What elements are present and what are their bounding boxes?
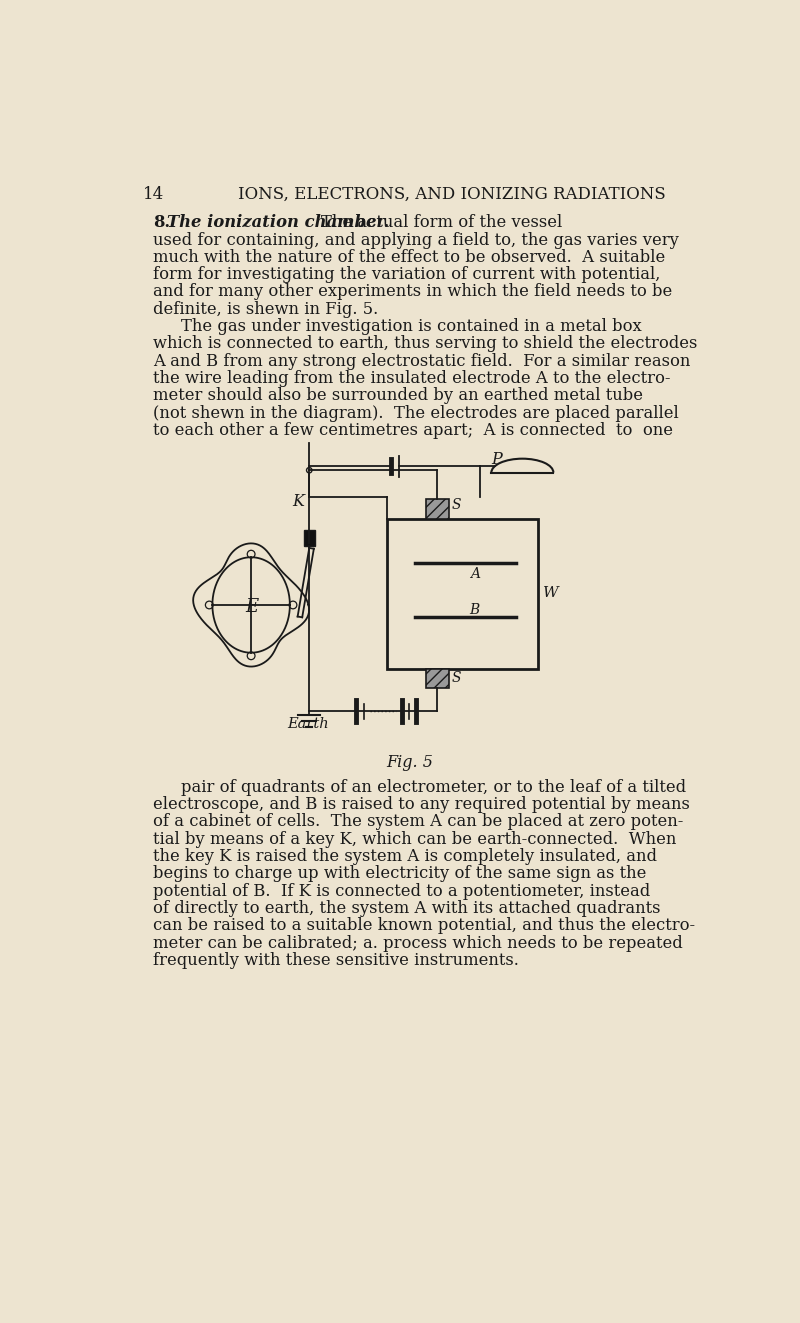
Text: S: S (452, 497, 462, 512)
Text: begins to charge up with electricity of the same sign as the: begins to charge up with electricity of … (153, 865, 646, 882)
Text: the wire leading from the insulated electrode A to the electro-: the wire leading from the insulated elec… (153, 370, 670, 388)
Text: of a cabinet of cells.  The system A can be placed at zero poten-: of a cabinet of cells. The system A can … (153, 814, 683, 831)
Text: which is connected to earth, thus serving to shield the electrodes: which is connected to earth, thus servin… (153, 336, 697, 352)
Text: W: W (543, 586, 559, 601)
Polygon shape (304, 531, 314, 545)
Text: The actual form of the vessel: The actual form of the vessel (321, 214, 562, 232)
Text: and for many other experiments in which the field needs to be: and for many other experiments in which … (153, 283, 672, 300)
Text: pair of quadrants of an electrometer, or to the leaf of a tilted: pair of quadrants of an electrometer, or… (182, 779, 686, 795)
Text: the key K is raised the system A is completely insulated, and: the key K is raised the system A is comp… (153, 848, 657, 865)
Text: A: A (470, 568, 480, 581)
Text: to each other a few centimetres apart;  A is connected  to  one: to each other a few centimetres apart; A… (153, 422, 673, 439)
Text: meter can be calibrated; a. process which needs to be repeated: meter can be calibrated; a. process whic… (153, 934, 682, 951)
Text: meter should also be surrounded by an earthed metal tube: meter should also be surrounded by an ea… (153, 388, 642, 405)
Text: form for investigating the variation of current with potential,: form for investigating the variation of … (153, 266, 660, 283)
Text: (not shewn in the diagram).  The electrodes are placed parallel: (not shewn in the diagram). The electrod… (153, 405, 678, 422)
Text: The gas under investigation is contained in a metal box: The gas under investigation is contained… (182, 318, 642, 335)
Text: 14: 14 (142, 185, 164, 202)
Text: P: P (491, 451, 502, 468)
Text: IONS, ELECTRONS, AND IONIZING RADIATIONS: IONS, ELECTRONS, AND IONIZING RADIATIONS (238, 185, 666, 202)
Text: can be raised to a suitable known potential, and thus the electro-: can be raised to a suitable known potent… (153, 917, 695, 934)
Text: 8.: 8. (153, 214, 170, 232)
Text: The ionization chamber.: The ionization chamber. (167, 214, 390, 232)
Text: electroscope, and B is raised to any required potential by means: electroscope, and B is raised to any req… (153, 796, 690, 812)
Text: B: B (470, 603, 480, 618)
Text: E: E (245, 598, 258, 617)
Text: used for containing, and applying a field to, the gas varies very: used for containing, and applying a fiel… (153, 232, 678, 249)
Text: S: S (452, 671, 462, 685)
Text: potential of B.  If K is connected to a potentiometer, instead: potential of B. If K is connected to a p… (153, 882, 650, 900)
Text: definite, is shewn in Fig. 5.: definite, is shewn in Fig. 5. (153, 300, 378, 318)
Text: of directly to earth, the system A with its attached quadrants: of directly to earth, the system A with … (153, 900, 660, 917)
Text: Earth: Earth (287, 717, 329, 732)
Text: tial by means of a key K, which can be earth-connected.  When: tial by means of a key K, which can be e… (153, 831, 676, 848)
Text: frequently with these sensitive instruments.: frequently with these sensitive instrume… (153, 951, 518, 968)
Polygon shape (426, 669, 449, 688)
Polygon shape (426, 500, 449, 519)
Text: K: K (292, 493, 304, 511)
Text: Fig. 5: Fig. 5 (386, 754, 434, 770)
Text: A and B from any strong electrostatic field.  For a similar reason: A and B from any strong electrostatic fi… (153, 353, 690, 370)
Text: much with the nature of the effect to be observed.  A suitable: much with the nature of the effect to be… (153, 249, 665, 266)
